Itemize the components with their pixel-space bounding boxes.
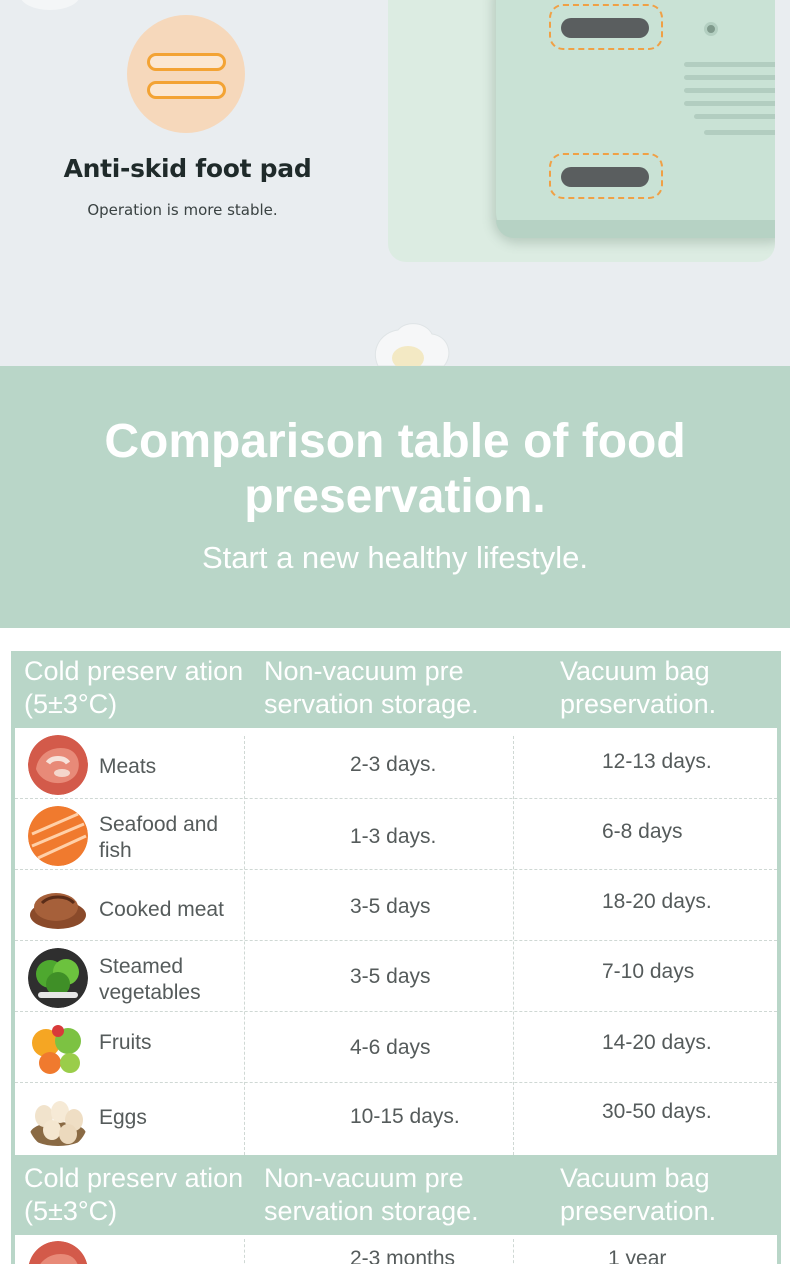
header-non-vacuum: Non-vacuum pre servation storage. [264, 656, 479, 719]
header-vacuum-bag: Vacuum bag preservation. [560, 1163, 717, 1226]
non-vacuum-duration: 3-5 days [350, 895, 431, 918]
comparison-subtitle: Start a new healthy lifestyle. [202, 540, 588, 575]
decorative-blob [20, 0, 80, 10]
table-row: Steamed vegetables 3-5 days 7-10 days [15, 941, 777, 1012]
vent-slot [694, 114, 775, 119]
vent-slot [684, 62, 775, 67]
fried-egg-icon [375, 323, 450, 366]
meat-icon [28, 735, 88, 795]
column-divider [513, 736, 514, 1155]
header-cold-preservation: Cold preserv ation (5±3°C) [24, 1163, 244, 1226]
non-vacuum-duration: 1-3 days. [350, 825, 437, 848]
table-header-row: Cold preserv ation (5±3°C) Non-vacuum pr… [11, 1158, 781, 1235]
table-body: Meats 2-3 days. 12-13 days. Seafood and … [15, 728, 777, 1155]
food-name: Meats [99, 755, 157, 778]
food-preservation-table: Cold preserv ation (5±3°C) Non-vacuum pr… [11, 651, 781, 1264]
comparison-heading-band: Comparison table of food preservation. S… [0, 366, 790, 628]
screw-hole-icon [704, 22, 718, 36]
non-vacuum-duration: 10-15 days. [350, 1105, 460, 1128]
foot-pad-marker [549, 4, 663, 50]
feature-subtitle: Operation is more stable. [87, 201, 278, 219]
fruits-icon [28, 1019, 88, 1079]
food-name: Fruits [99, 1031, 152, 1054]
header-non-vacuum: Non-vacuum pre servation storage. [264, 1163, 479, 1226]
food-name: Eggs [99, 1106, 147, 1129]
table-body-continued: 2-3 months 1 year [15, 1235, 777, 1264]
vacuum-duration: 1 year [608, 1247, 667, 1264]
non-vacuum-duration: 3-5 days [350, 965, 431, 988]
anti-skid-feature-section: Anti-skid foot pad Operation is more sta… [0, 0, 790, 366]
table-row: Fruits 4-6 days 14-20 days. [15, 1012, 777, 1083]
vegetables-icon [28, 948, 88, 1008]
feature-title: Anti-skid foot pad [63, 154, 312, 183]
device-bottom-image [388, 0, 775, 262]
header-vacuum-bag: Vacuum bag preservation. [560, 656, 717, 719]
eggs-icon [28, 1090, 88, 1150]
table-row: Seafood and fish 1-3 days. 6-8 days [15, 799, 777, 870]
table-row: Cooked meat 3-5 days 18-20 days. [15, 870, 777, 941]
vent-slot [684, 75, 775, 80]
vent-slot [684, 101, 775, 106]
header-cold-preservation: Cold preserv ation (5±3°C) [24, 656, 244, 719]
vacuum-duration: 6-8 days [602, 820, 683, 843]
column-divider [244, 736, 245, 1155]
vacuum-duration: 7-10 days [602, 960, 695, 983]
vacuum-duration: 30-50 days. [602, 1100, 712, 1123]
comparison-title: Comparison table of food preservation. [104, 415, 686, 523]
column-divider [513, 1239, 514, 1264]
cooked-meat-icon [28, 877, 88, 937]
non-vacuum-duration: 2-3 days. [350, 753, 437, 776]
table-header-row: Cold preserv ation (5±3°C) Non-vacuum pr… [11, 651, 781, 728]
foot-pad-marker [549, 153, 663, 199]
vent-slot [704, 130, 775, 135]
meat-icon [28, 1241, 88, 1264]
non-vacuum-duration: 4-6 days [350, 1036, 431, 1059]
vacuum-duration: 14-20 days. [602, 1031, 712, 1054]
column-divider [244, 1239, 245, 1264]
vacuum-duration: 18-20 days. [602, 890, 712, 913]
salmon-icon [28, 806, 88, 866]
vacuum-sealer-underside [496, 0, 775, 238]
food-name: Seafood and fish [99, 813, 219, 862]
vent-slot [684, 88, 775, 93]
foot-pad-icon [127, 15, 245, 133]
vacuum-duration: 12-13 days. [602, 750, 712, 773]
non-vacuum-duration: 2-3 months [350, 1247, 456, 1264]
food-name: Steamed vegetables [99, 955, 201, 1004]
food-name: Cooked meat [99, 898, 224, 921]
table-row: Eggs 10-15 days. 30-50 days. [15, 1083, 777, 1154]
table-row: Meats 2-3 days. 12-13 days. [15, 728, 777, 799]
